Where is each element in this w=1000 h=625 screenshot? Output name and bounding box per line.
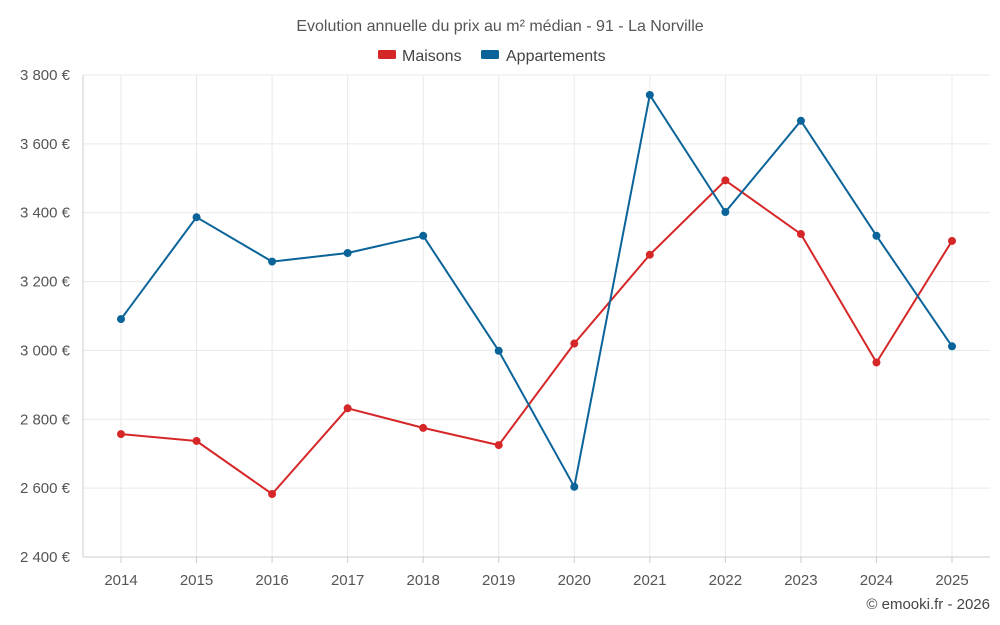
series	[117, 90, 956, 498]
x-tick-label: 2019	[482, 572, 515, 589]
data-point-appartements[interactable]	[192, 213, 201, 222]
credit-text: © emooki.fr - 2026	[866, 596, 990, 613]
data-point-appartements[interactable]	[645, 90, 654, 99]
y-tick-label: 2 400 €	[20, 549, 71, 566]
data-point-appartements[interactable]	[948, 342, 956, 351]
x-tick-label: 2023	[784, 572, 817, 589]
x-tick-label: 2022	[709, 572, 742, 589]
x-tick-label: 2021	[633, 572, 666, 589]
legend-item-maisons[interactable]: Maisons	[378, 48, 462, 65]
legend: Maisons Appartements	[378, 48, 606, 65]
data-point-maisons[interactable]	[117, 430, 125, 439]
data-point-appartements[interactable]	[343, 248, 352, 257]
y-tick-label: 3 800 €	[20, 67, 71, 84]
y-tick-label: 3 200 €	[20, 274, 71, 291]
series-line-appartements	[120, 94, 953, 488]
data-point-appartements[interactable]	[570, 482, 579, 491]
x-tick-label: 2025	[935, 572, 968, 589]
data-point-maisons[interactable]	[268, 489, 277, 498]
legend-label-appartements: Appartements	[506, 48, 606, 65]
y-tick-label: 2 600 €	[20, 480, 71, 497]
data-point-maisons[interactable]	[872, 358, 881, 367]
y-tick-label: 3 600 €	[20, 136, 71, 153]
data-point-appartements[interactable]	[419, 231, 428, 240]
data-point-maisons[interactable]	[645, 250, 654, 259]
legend-label-maisons: Maisons	[402, 48, 462, 65]
x-tick-label: 2018	[406, 572, 439, 589]
grid	[83, 74, 990, 557]
data-point-maisons[interactable]	[796, 230, 805, 239]
data-point-maisons[interactable]	[192, 436, 201, 445]
data-point-maisons[interactable]	[419, 423, 428, 432]
data-point-appartements[interactable]	[117, 315, 125, 324]
y-tick-label: 3 000 €	[20, 342, 71, 359]
x-tick-label: 2016	[255, 572, 288, 589]
data-point-appartements[interactable]	[872, 231, 881, 240]
y-tick-label: 2 800 €	[20, 411, 71, 428]
data-point-maisons[interactable]	[343, 404, 352, 413]
data-point-maisons[interactable]	[948, 236, 956, 245]
axes: 2 400 € 2 600 € 2 800 € 3 000 € 3 200 € 3 400…	[20, 67, 990, 589]
x-tick-label: 2024	[860, 572, 893, 589]
legend-item-appartements[interactable]: Appartements	[481, 48, 606, 65]
y-tick-label: 3 400 €	[20, 205, 71, 222]
x-tick-label: 2017	[331, 572, 364, 589]
series-line-maisons	[120, 179, 953, 495]
data-point-maisons[interactable]	[721, 176, 730, 185]
x-tick-label: 2015	[180, 572, 213, 589]
data-point-appartements[interactable]	[494, 346, 503, 355]
data-point-appartements[interactable]	[796, 116, 805, 125]
chart-title: Evolution annuelle du prix au m² médian …	[296, 18, 703, 35]
data-point-maisons[interactable]	[494, 441, 503, 450]
data-point-appartements[interactable]	[268, 257, 277, 266]
legend-swatch-appartements	[481, 50, 499, 59]
data-point-appartements[interactable]	[721, 208, 730, 217]
data-point-maisons[interactable]	[570, 339, 579, 348]
x-tick-label: 2014	[104, 572, 137, 589]
x-tick-label: 2020	[558, 572, 591, 589]
legend-swatch-maisons	[378, 50, 396, 59]
